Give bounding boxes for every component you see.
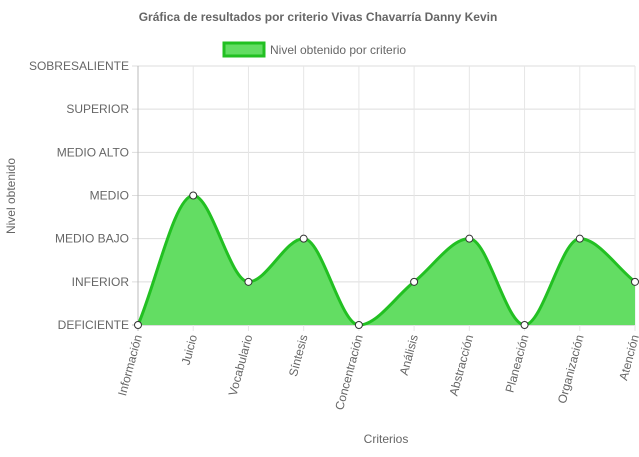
x-tick-label: Juicio [179,333,201,367]
y-tick-label: SOBRESALIENTE [29,59,129,73]
data-point [299,234,308,243]
y-tick-label: MEDIO BAJO [55,232,129,246]
series-line [136,194,636,327]
y-axis-title: Nivel obtenido [4,158,18,234]
x-tick-label: Planeación [503,333,532,394]
y-tick-label: MEDIO ALTO [57,145,129,159]
legend-swatch [222,41,266,58]
x-tick-label: Concentración [332,333,366,411]
data-point [244,277,253,286]
x-tick-label: Vocabulario [226,333,256,398]
data-point [354,321,363,329]
series-area [136,194,636,327]
x-tick-label: Síntesis [286,333,311,378]
y-tick-label: MEDIO [90,189,129,203]
legend-label: Nivel obtenido por criterio [270,43,406,57]
y-axis-ticks: DEFICIENTE INFERIOR MEDIO BAJO MEDIO MEDIO A… [29,59,129,332]
x-tick-label: Análisis [397,333,421,377]
data-point [520,321,529,329]
chart-title: Gráfica de resultados por criterio Vivas… [139,10,498,24]
y-tick-label: INFERIOR [72,275,130,289]
legend[interactable]: Nivel obtenido por criterio [222,41,406,58]
x-axis-ticks: Información Juicio Vocabulario Síntesis Conc… [115,333,639,412]
x-tick-label: Organización [555,333,587,405]
data-point [189,191,198,200]
x-tick-label: Información [115,333,145,397]
x-tick-label: Abstracción [446,333,476,397]
data-point [410,277,419,286]
area-fill [138,195,635,325]
data-point [631,277,639,286]
data-point [465,234,474,243]
y-tick-label: SUPERIOR [66,102,129,116]
data-point [575,234,584,243]
x-tick-label: Atención [616,333,639,382]
x-axis-title: Criterios [364,432,409,446]
data-point [134,321,142,329]
series-points [134,191,639,329]
y-tick-label: DEFICIENTE [58,318,129,332]
